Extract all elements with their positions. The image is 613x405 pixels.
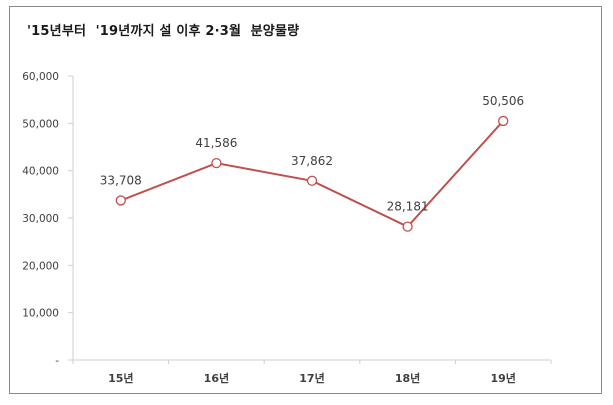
data-point-marker	[306, 175, 318, 186]
data-label: 28,181	[387, 200, 429, 214]
data-label: 33,708	[100, 173, 142, 187]
data-label: 41,586	[195, 136, 237, 150]
data-point-marker	[402, 221, 413, 232]
x-axis: 15년 16년 17년 18년 19년	[68, 359, 552, 385]
data-label: 50,506	[482, 94, 524, 108]
series-line	[120, 120, 504, 228]
chart-title: '15년부터 '19년까지 설 이후 2·3월 분양물량	[27, 24, 300, 39]
x-tick-label: 18년	[395, 371, 420, 385]
data-point-marker	[211, 158, 222, 169]
y-tick-label: 10,000	[22, 308, 59, 320]
x-tick-label: 16년	[204, 371, 229, 385]
x-tick-label: 17년	[299, 371, 324, 385]
data-series: 33,708 41,586 37,862 28,181 50,506	[100, 94, 524, 232]
y-tick-label: -	[55, 355, 59, 367]
y-tick-label: 60,000	[22, 71, 59, 83]
x-tick-label: 15년	[108, 371, 133, 385]
y-tick-label: 30,000	[22, 213, 59, 225]
y-axis: - 10,000 20,000 30,000 40,000 50,000 60,000	[22, 71, 74, 367]
chart-frame	[9, 6, 602, 394]
data-point-marker	[115, 195, 126, 206]
x-tick-label: 19년	[490, 371, 515, 385]
y-tick-label: 20,000	[22, 260, 59, 272]
y-tick-label: 40,000	[22, 166, 59, 178]
data-point-marker	[498, 115, 509, 127]
y-tick-label: 50,000	[22, 118, 59, 130]
data-label: 37,862	[291, 154, 333, 168]
